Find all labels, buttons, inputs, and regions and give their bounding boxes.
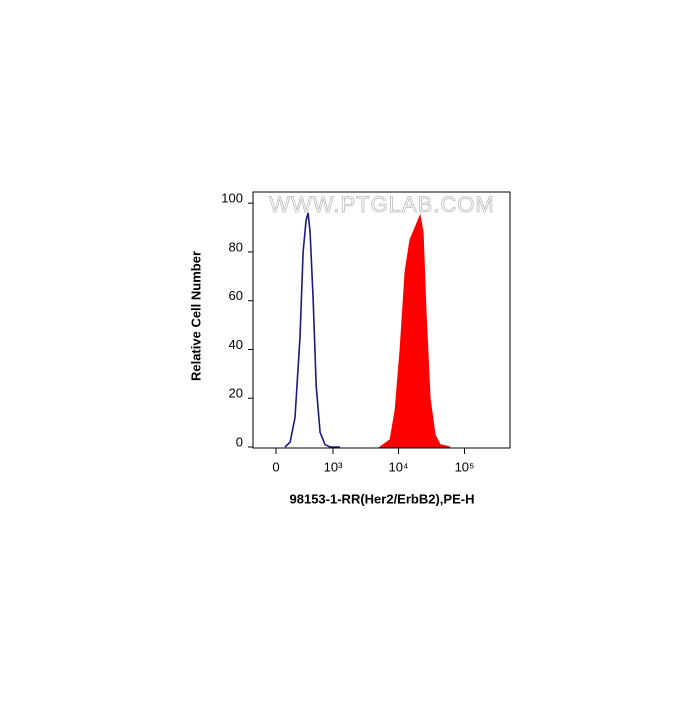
y-axis-label: Relative Cell Number: [188, 251, 203, 381]
x-tick-label: 0: [272, 459, 279, 474]
y-tick-label: 20: [229, 386, 243, 401]
histogram-line: [284, 212, 340, 448]
y-tick-label: 80: [229, 239, 243, 254]
y-tick-label: 0: [236, 434, 243, 449]
x-tick-label: 10⁵: [455, 459, 475, 474]
y-tick-label: 60: [229, 288, 243, 303]
watermark: WWW.PTGLAB.COM: [269, 192, 494, 217]
x-tick-label: 10³: [324, 459, 343, 474]
plot-frame: [252, 191, 511, 449]
x-axis-label: 98153-1-RR(Her2/ErbB2),PE-H: [290, 491, 475, 506]
histogram-area: [378, 213, 451, 448]
y-tick-label: 40: [229, 337, 243, 352]
y-tick-label: 100: [221, 191, 243, 206]
x-tick-label: 10⁴: [388, 459, 408, 474]
